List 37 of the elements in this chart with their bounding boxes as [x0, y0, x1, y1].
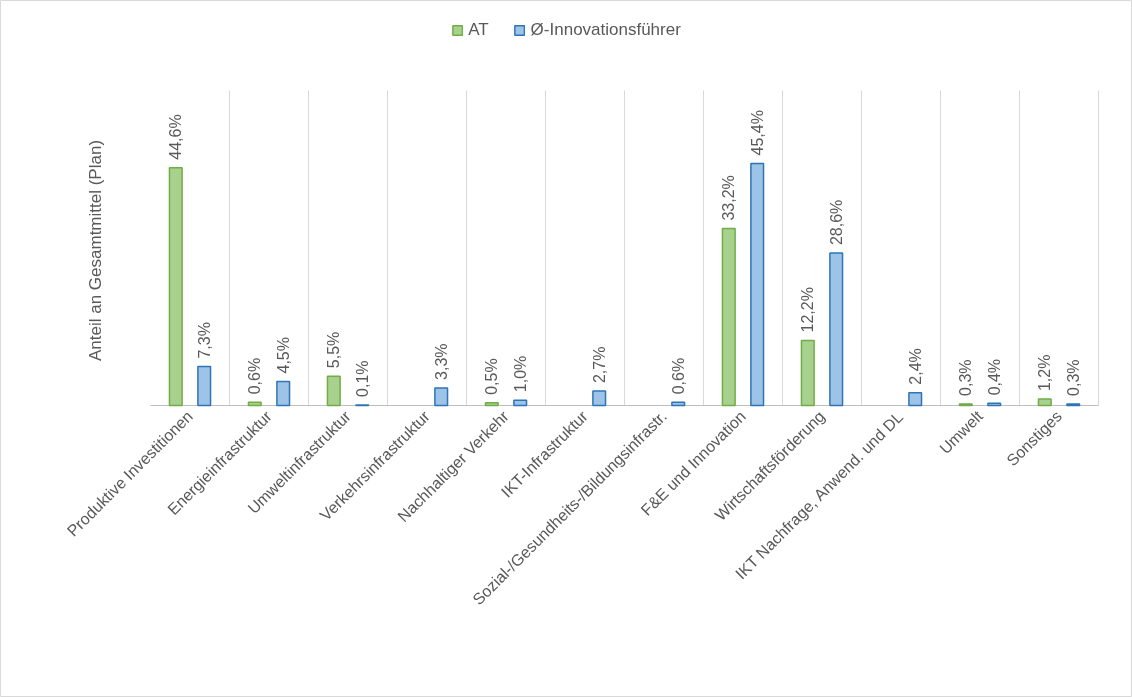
data-label: 45,4%: [748, 110, 766, 156]
bar: [197, 365, 212, 407]
legend-label: AT: [468, 20, 489, 40]
bar: [434, 387, 449, 407]
data-label: 2,4%: [906, 348, 924, 385]
data-label: 0,5%: [483, 358, 501, 395]
bar: [326, 375, 341, 407]
data-label: 3,3%: [432, 343, 450, 380]
data-label: 5,5%: [325, 331, 343, 369]
data-label: 7,3%: [195, 322, 213, 359]
data-label: 0,1%: [353, 360, 371, 397]
data-label: 28,6%: [827, 199, 845, 246]
data-label: 33,2%: [720, 175, 738, 221]
data-label: 0,6%: [246, 357, 264, 395]
y-axis-title: Anteil an Gesamtmittel (Plan): [86, 139, 105, 362]
bar: [1037, 398, 1052, 407]
bar: [750, 162, 765, 407]
bar: [800, 339, 815, 407]
bar: [829, 252, 844, 407]
data-label: 0,4%: [985, 358, 1003, 396]
legend-label: Ø-Innovationsführer: [530, 20, 681, 40]
data-label: 0,3%: [957, 359, 975, 396]
data-label: 12,2%: [799, 287, 817, 333]
data-label: 4,5%: [274, 337, 292, 374]
bar: [513, 399, 528, 407]
data-label: 1,2%: [1036, 354, 1054, 392]
bar: [276, 380, 291, 407]
data-label: 1,0%: [511, 355, 529, 393]
data-label: 44,6%: [167, 114, 185, 160]
bar: [721, 227, 736, 407]
data-label: 0,6%: [669, 357, 687, 395]
bar: [168, 167, 183, 407]
data-label: 2,7%: [590, 346, 608, 384]
bar: [484, 402, 499, 407]
bar: [592, 390, 607, 407]
bar: [908, 391, 923, 407]
data-label: 0,3%: [1064, 359, 1082, 396]
